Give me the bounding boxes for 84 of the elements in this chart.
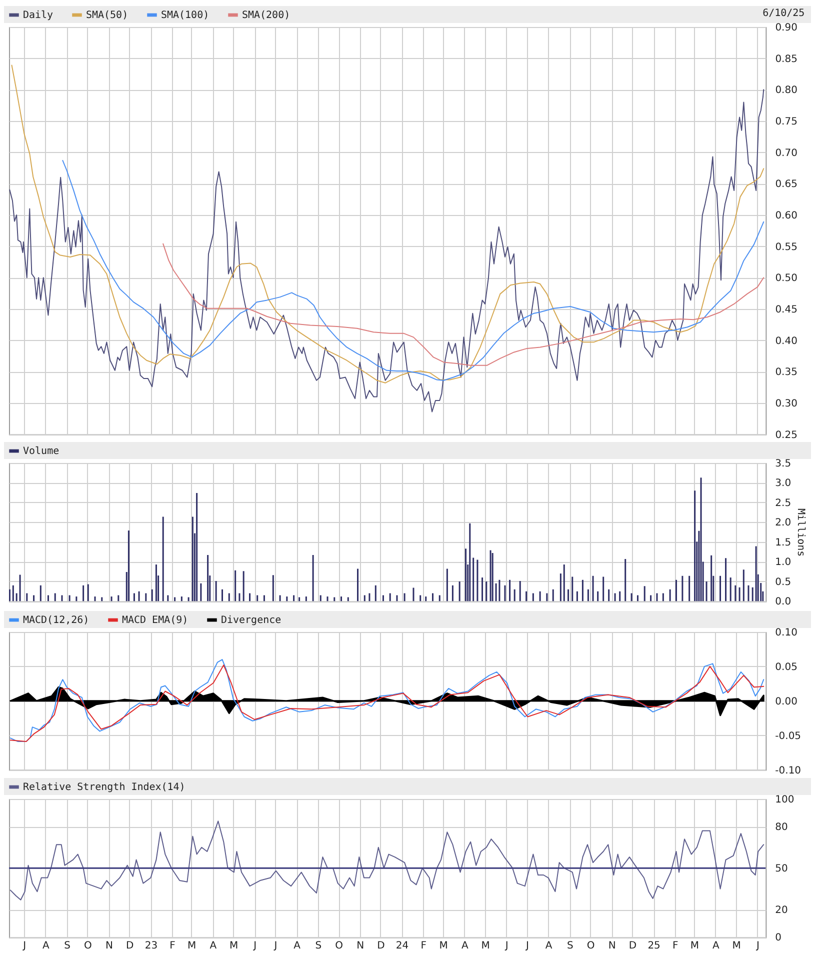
y-tick-label: 0.70 [775, 148, 798, 159]
x-tick-label: O [335, 941, 344, 952]
x-tick-label: 25 [648, 941, 661, 952]
y-tick-label: 0.05 [775, 662, 798, 673]
line-series [9, 88, 764, 412]
line-series [162, 242, 764, 366]
y-tick-label: 20 [775, 905, 788, 916]
x-tick-label: A [712, 941, 720, 952]
y-tick-label: 100 [775, 794, 795, 806]
x-tick-label: A [546, 941, 553, 952]
y-tick-label: 0.60 [775, 210, 798, 222]
x-tick-label: J [504, 941, 509, 952]
x-tick-label: J [756, 941, 760, 952]
y-tick-label: 0.00 [775, 696, 798, 708]
y-tick-label: 0.55 [775, 242, 798, 252]
y-tick-label: 0 [775, 933, 782, 944]
x-tick-label: F [421, 941, 428, 952]
x-tick-label: N [356, 941, 364, 952]
legend-label: MACD(12,26) [23, 614, 90, 626]
x-tick-label: A [210, 941, 218, 952]
x-tick-label: S [315, 941, 322, 952]
legend-label: Divergence [221, 614, 282, 626]
x-tick-label: J [252, 941, 257, 952]
y-tick-label: 3.0 [775, 478, 792, 490]
x-tick-label: A [294, 941, 301, 952]
x-tick-label: M [690, 941, 700, 952]
y-tick-label: 50 [775, 864, 788, 875]
y-tick-label: 0.45 [775, 304, 798, 316]
y-tick-label: 1.0 [775, 558, 792, 569]
x-tick-label: S [567, 941, 574, 952]
legend-label: MACD EMA(9) [122, 614, 188, 626]
legend-label: Daily [23, 10, 54, 21]
y-tick-label: 0.40 [775, 335, 798, 346]
y-tick-label: 80 [775, 822, 788, 834]
y-tick-label: -0.05 [775, 730, 802, 742]
x-tick-label: O [587, 941, 596, 952]
x-tick-label: D [126, 941, 134, 952]
x-tick-label: D [377, 941, 386, 952]
y-tick-label: 0.0 [775, 597, 792, 608]
x-tick-label: M [732, 941, 742, 952]
y-tick-label: 3.5 [775, 458, 792, 470]
y-tick-label: 0.80 [775, 84, 798, 96]
line-series [10, 821, 764, 901]
line-series [12, 64, 764, 384]
y-tick-label: 0.25 [775, 429, 798, 440]
y-tick-label: 0.30 [775, 398, 798, 410]
x-tick-label: N [608, 941, 616, 952]
x-tick-label: D [629, 941, 638, 952]
x-tick-label: 24 [396, 941, 409, 952]
y-tick-label: -0.10 [775, 765, 802, 776]
x-tick-label: J [525, 941, 530, 952]
legend-label: Volume [23, 446, 60, 458]
y-tick-label: 0.10 [775, 627, 798, 638]
y-tick-label: 0.35 [775, 366, 798, 378]
legend-label: Relative Strength Index(14) [23, 782, 186, 794]
x-tick-label: M [482, 941, 490, 952]
x-tick-label: A [42, 941, 50, 952]
legend-label: SMA(50) [86, 10, 128, 21]
y-axis-title: Millions [795, 508, 806, 558]
y-tick-label: 1.5 [775, 538, 792, 549]
x-tick-label: 23 [145, 941, 158, 952]
x-tick-label: M [230, 941, 238, 952]
x-tick-label: A [462, 941, 469, 952]
x-tick-label: J [22, 941, 26, 952]
y-tick-label: 0.90 [775, 22, 798, 34]
x-tick-label: O [84, 941, 92, 952]
legend-label: SMA(100) [161, 10, 210, 21]
legend-label: SMA(200) [242, 10, 290, 21]
x-tick-label: M [440, 941, 448, 952]
y-tick-label: 2.0 [775, 518, 792, 530]
y-tick-label: 0.50 [775, 272, 798, 284]
x-tick-label: J [274, 941, 278, 952]
x-tick-label: S [64, 941, 71, 952]
x-tick-label: M [188, 941, 196, 952]
line-series [62, 160, 764, 381]
x-tick-label: N [106, 941, 114, 952]
y-tick-label: 2.5 [775, 498, 792, 510]
y-tick-label: 0.5 [775, 577, 792, 588]
y-tick-label: 0.75 [775, 116, 798, 128]
x-tick-label: F [170, 941, 176, 952]
y-tick-label: 0.85 [775, 54, 798, 65]
x-tick-label: F [672, 941, 679, 952]
y-tick-label: 0.65 [775, 178, 798, 190]
text: 6/10/25 [762, 8, 805, 19]
